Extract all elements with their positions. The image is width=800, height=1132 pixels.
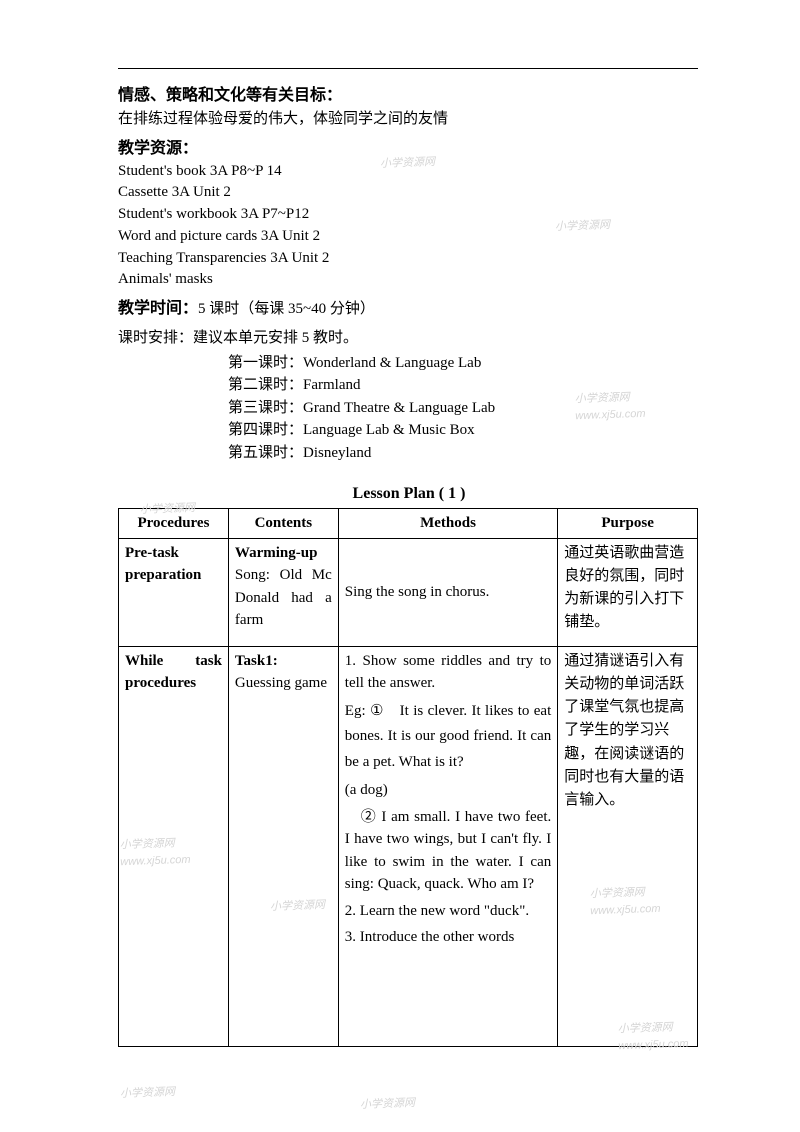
section3-body: 5 课时（每课 35~40 分钟） xyxy=(198,301,375,317)
methods-3: 3. Introduce the other words xyxy=(345,926,551,949)
th-purpose: Purpose xyxy=(558,509,698,539)
resource-item: Student's book 3A P8~P 14 xyxy=(118,161,700,183)
section-schedule: 课时安排：建议本单元安排 5 教时。 第一课时：Wonderland & Lan… xyxy=(118,327,700,464)
cell-methods: Sing the song in chorus. xyxy=(338,538,557,646)
purpose-text: 通过英语歌曲营造良好的氛围，同时为新课的引入打下铺垫。 xyxy=(564,545,684,631)
section4-body: 课时安排：建议本单元安排 5 教时。 xyxy=(118,327,700,350)
schedule-label: 第三课时： xyxy=(228,397,303,420)
schedule-label: 第一课时： xyxy=(228,352,303,375)
resource-item: Teaching Transparencies 3A Unit 2 xyxy=(118,248,700,270)
schedule-value: Disneyland xyxy=(303,442,371,465)
section2-title: 教学资源： xyxy=(118,137,700,161)
cell-methods: 1. Show some riddles and try to tell the… xyxy=(338,646,557,1046)
resource-item: Word and picture cards 3A Unit 2 xyxy=(118,226,700,248)
schedule-label: 第二课时： xyxy=(228,374,303,397)
section3-title: 教学时间： xyxy=(118,300,198,317)
section-time: 教学时间：5 课时（每课 35~40 分钟） xyxy=(118,297,700,321)
th-procedures: Procedures xyxy=(119,509,229,539)
schedule-row: 第四课时：Language Lab & Music Box xyxy=(118,419,700,442)
lesson-table: Procedures Contents Methods Purpose Pre-… xyxy=(118,508,698,1047)
schedule-value: Grand Theatre & Language Lab xyxy=(303,397,495,420)
purpose-text: 通过猜谜语引入有关动物的单词活跃了课堂气氛也提高了学生的学习兴趣，在阅读谜语的同… xyxy=(564,653,684,809)
schedule-label: 第五课时： xyxy=(228,442,303,465)
table-row: Pre-task preparation Warming-up Song: Ol… xyxy=(119,538,698,646)
cell-contents: Task1: Guessing game xyxy=(228,646,338,1046)
top-rule xyxy=(118,68,698,69)
cell-procedures: While task procedures xyxy=(119,646,229,1046)
schedule-label: 第四课时： xyxy=(228,419,303,442)
methods-2: 2. Learn the new word "duck". xyxy=(345,900,551,923)
procedures-text: While task procedures xyxy=(125,650,222,695)
resource-item: Cassette 3A Unit 2 xyxy=(118,182,700,204)
resource-item: Animals' masks xyxy=(118,269,700,291)
contents-rest: Song: Old Mc Donald had a farm xyxy=(235,564,332,632)
schedule-value: Farmland xyxy=(303,374,361,397)
th-methods: Methods xyxy=(338,509,557,539)
methods-ans1: (a dog) xyxy=(345,779,551,802)
table-row: While task procedures Task1: Guessing ga… xyxy=(119,646,698,1046)
th-contents: Contents xyxy=(228,509,338,539)
methods-eg1: Eg: ① It is clever. It likes to eat bone… xyxy=(345,699,551,776)
cell-contents: Warming-up Song: Old Mc Donald had a far… xyxy=(228,538,338,646)
cell-purpose: 通过猜谜语引入有关动物的单词活跃了课堂气氛也提高了学生的学习兴趣，在阅读谜语的同… xyxy=(558,646,698,1046)
cell-procedures: Pre-task preparation xyxy=(119,538,229,646)
resources-list: Student's book 3A P8~P 14 Cassette 3A Un… xyxy=(118,161,700,292)
section1-title: 情感、策略和文化等有关目标： xyxy=(118,84,700,108)
section-resources: 教学资源： Student's book 3A P8~P 14 Cassette… xyxy=(118,137,700,292)
section3: 教学时间：5 课时（每课 35~40 分钟） xyxy=(118,297,700,321)
schedule-row: 第五课时：Disneyland xyxy=(118,442,700,465)
methods-eg2: ② I am small. I have two feet. I have tw… xyxy=(345,806,551,896)
section1-body: 在排练过程体验母爱的伟大，体验同学之间的友情 xyxy=(118,108,700,131)
watermark: 小学资源网 xyxy=(120,1084,176,1102)
schedule-value: Language Lab & Music Box xyxy=(303,419,475,442)
contents-bold: Task1: xyxy=(235,653,278,669)
schedule-row: 第一课时：Wonderland & Language Lab xyxy=(118,352,700,375)
methods-1: 1. Show some riddles and try to tell the… xyxy=(345,650,551,695)
lesson-plan-title: Lesson Plan ( 1 ) xyxy=(118,482,700,506)
cell-purpose: 通过英语歌曲营造良好的氛围，同时为新课的引入打下铺垫。 xyxy=(558,538,698,646)
watermark: 小学资源网 xyxy=(360,1095,416,1113)
contents-bold: Warming-up xyxy=(235,545,318,561)
contents-rest: Guessing game xyxy=(235,675,327,691)
section-emotion: 情感、策略和文化等有关目标： 在排练过程体验母爱的伟大，体验同学之间的友情 xyxy=(118,84,700,131)
procedures-text: Pre-task preparation xyxy=(125,545,201,584)
schedule-row: 第二课时：Farmland xyxy=(118,374,700,397)
resource-item: Student's workbook 3A P7~P12 xyxy=(118,204,700,226)
table-header-row: Procedures Contents Methods Purpose xyxy=(119,509,698,539)
schedule-value: Wonderland & Language Lab xyxy=(303,352,481,375)
methods-text: Sing the song in chorus. xyxy=(345,584,490,600)
schedule-row: 第三课时：Grand Theatre & Language Lab xyxy=(118,397,700,420)
